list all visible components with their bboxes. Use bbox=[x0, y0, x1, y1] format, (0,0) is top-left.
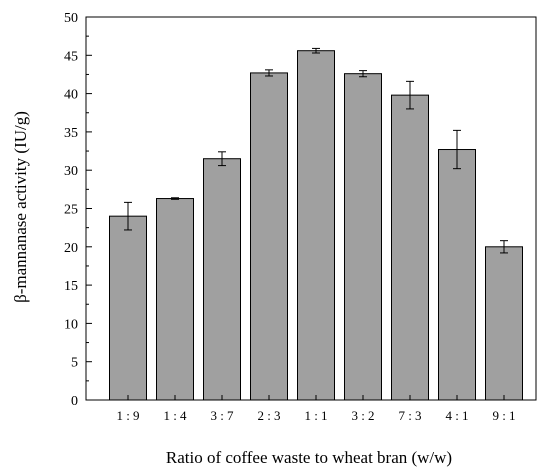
x-tick-label: 1 : 1 bbox=[304, 408, 327, 423]
x-tick-label: 2 : 3 bbox=[257, 408, 280, 423]
bar bbox=[109, 215, 147, 401]
bar bbox=[297, 50, 335, 401]
bar bbox=[344, 73, 382, 401]
y-tick-label: 45 bbox=[64, 49, 78, 64]
y-tick-label: 10 bbox=[64, 317, 78, 332]
x-tick-label: 4 : 1 bbox=[445, 408, 468, 423]
y-tick-label: 40 bbox=[64, 88, 78, 103]
bar bbox=[485, 246, 523, 401]
bar bbox=[156, 198, 194, 401]
y-tick-label: 0 bbox=[71, 394, 78, 409]
x-tick-label: 3 : 2 bbox=[351, 408, 374, 423]
y-tick-label: 20 bbox=[64, 241, 78, 256]
x-axis-label: Ratio of coffee waste to wheat bran (w/w… bbox=[166, 448, 452, 467]
x-tick-label: 7 : 3 bbox=[398, 408, 421, 423]
bar bbox=[438, 149, 476, 401]
y-tick-label: 50 bbox=[64, 11, 78, 26]
y-tick-label: 30 bbox=[64, 164, 78, 179]
x-tick-label: 3 : 7 bbox=[210, 408, 234, 423]
x-tick-label: 1 : 9 bbox=[116, 408, 139, 423]
plot-area: 1 : 9 1 : 4 3 : 7 2 : 3 1 : 1 3 : 2 7 : 3 4 : 1… bbox=[64, 11, 537, 423]
bar bbox=[250, 72, 288, 401]
y-tick-label: 15 bbox=[64, 279, 78, 294]
bar bbox=[203, 158, 241, 401]
y-tick-label: 35 bbox=[64, 126, 78, 141]
y-tick-label: 5 bbox=[71, 356, 78, 371]
bar bbox=[391, 94, 429, 401]
x-tick-label: 9 : 1 bbox=[492, 408, 515, 423]
y-axis-label: β-mannanase activity (IU/g) bbox=[11, 111, 30, 303]
y-tick-label: 25 bbox=[64, 203, 78, 218]
x-tick-label: 1 : 4 bbox=[163, 408, 187, 423]
